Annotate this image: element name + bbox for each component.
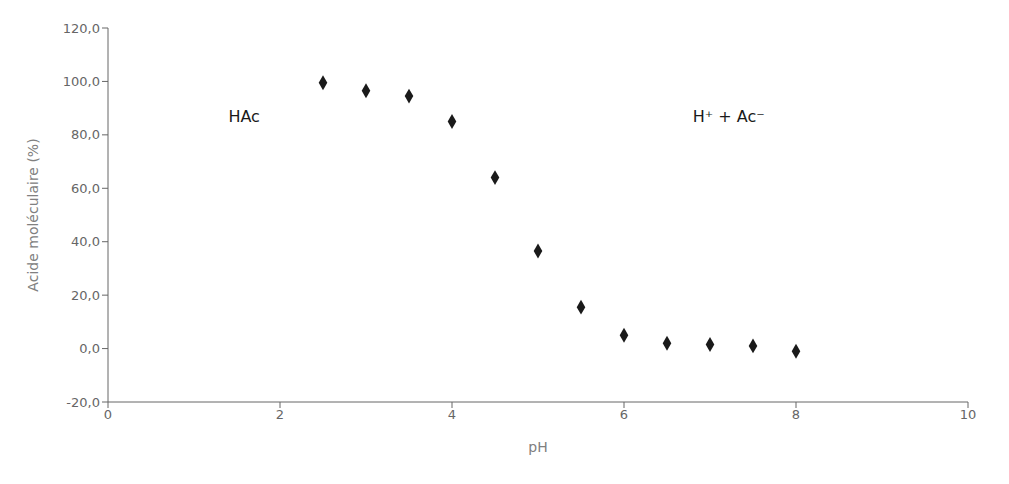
svg-text:-20,0: -20,0 <box>66 395 100 410</box>
svg-text:0: 0 <box>104 407 112 422</box>
svg-text:Acide moléculaire (%): Acide moléculaire (%) <box>25 138 41 291</box>
svg-text:8: 8 <box>792 407 800 422</box>
svg-text:4: 4 <box>448 407 456 422</box>
svg-text:H⁺ + Ac⁻: H⁺ + Ac⁻ <box>693 107 765 126</box>
svg-text:6: 6 <box>620 407 628 422</box>
svg-text:120,0: 120,0 <box>63 21 100 36</box>
svg-text:80,0: 80,0 <box>71 127 100 142</box>
svg-text:20,0: 20,0 <box>71 288 100 303</box>
svg-text:60,0: 60,0 <box>71 181 100 196</box>
svg-text:HAc: HAc <box>228 107 260 126</box>
svg-text:100,0: 100,0 <box>63 74 100 89</box>
svg-text:10: 10 <box>960 407 977 422</box>
svg-text:2: 2 <box>276 407 284 422</box>
svg-text:40,0: 40,0 <box>71 234 100 249</box>
svg-text:0,0: 0,0 <box>79 341 100 356</box>
svg-text:pH: pH <box>528 439 547 455</box>
